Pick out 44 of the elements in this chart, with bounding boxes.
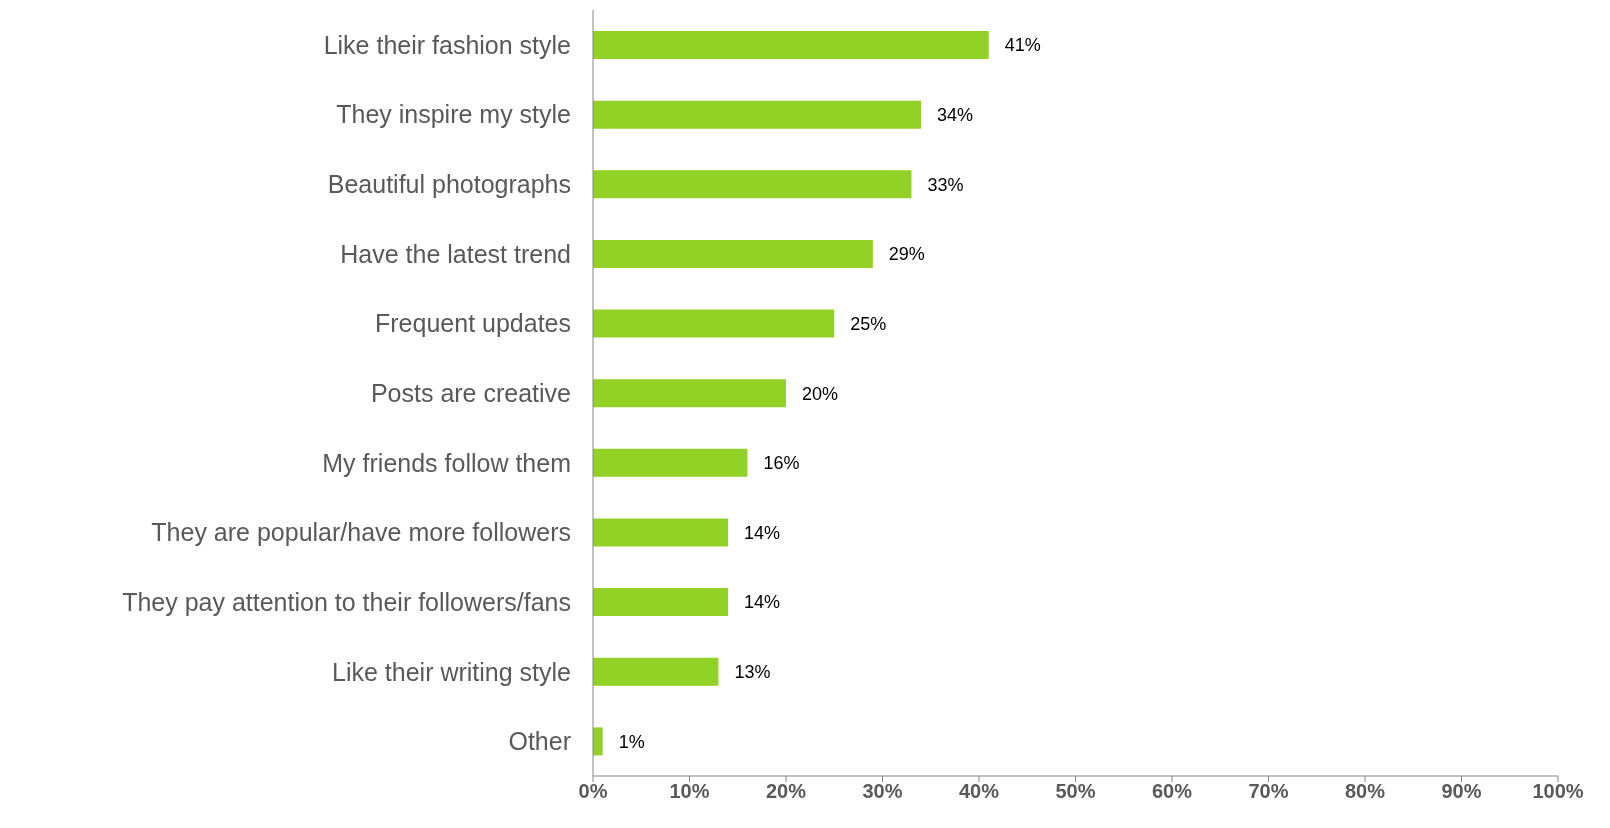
bar	[593, 657, 719, 686]
x-tick-label: 70%	[1248, 780, 1289, 803]
x-tick-label: 90%	[1441, 780, 1482, 803]
data-label: 14%	[744, 522, 781, 543]
bar	[593, 100, 922, 129]
bar	[593, 518, 729, 547]
data-label: 1%	[618, 731, 645, 752]
y-tick-label: They pay attention to their followers/fans	[122, 587, 571, 616]
x-tick-label: 20%	[765, 780, 807, 803]
data-label: 13%	[734, 662, 771, 683]
x-tick-label: 100%	[1532, 780, 1584, 803]
data-label: 14%	[744, 592, 781, 613]
bar	[593, 448, 748, 477]
y-tick-label: Like their writing style	[332, 657, 571, 686]
x-tick-label: 60%	[1151, 780, 1193, 803]
y-tick-label: Have the latest trend	[340, 239, 571, 268]
data-label: 33%	[927, 174, 964, 195]
data-label: 41%	[1004, 35, 1041, 56]
data-label: 16%	[763, 453, 800, 474]
data-label: 20%	[802, 383, 839, 404]
y-tick-label: Beautiful photographs	[327, 170, 571, 199]
data-label: 25%	[850, 313, 887, 334]
data-label: 29%	[888, 244, 925, 265]
x-tick-label: 10%	[669, 780, 710, 803]
x-tick-label: 30%	[862, 780, 903, 803]
y-tick-label: They are popular/have more followers	[151, 518, 571, 547]
y-tick-label: They inspire my style	[336, 100, 571, 129]
y-tick-label: Like their fashion style	[323, 30, 571, 59]
x-tick-label: 0%	[578, 780, 608, 803]
x-tick-label: 50%	[1055, 780, 1096, 803]
x-tick-label: 40%	[958, 780, 1000, 803]
y-tick-label: Other	[508, 727, 571, 756]
bar	[593, 379, 786, 408]
bar	[593, 31, 989, 59]
bar	[593, 309, 835, 338]
y-tick-label: Frequent updates	[375, 309, 571, 338]
x-tick-label: 80%	[1344, 780, 1386, 803]
bar	[593, 727, 603, 756]
y-tick-label: Posts are creative	[370, 379, 571, 407]
bar	[593, 170, 912, 199]
data-label: 34%	[937, 105, 974, 126]
bar	[593, 239, 873, 268]
bar	[593, 588, 729, 617]
y-tick-label: My friends follow them	[322, 448, 571, 477]
